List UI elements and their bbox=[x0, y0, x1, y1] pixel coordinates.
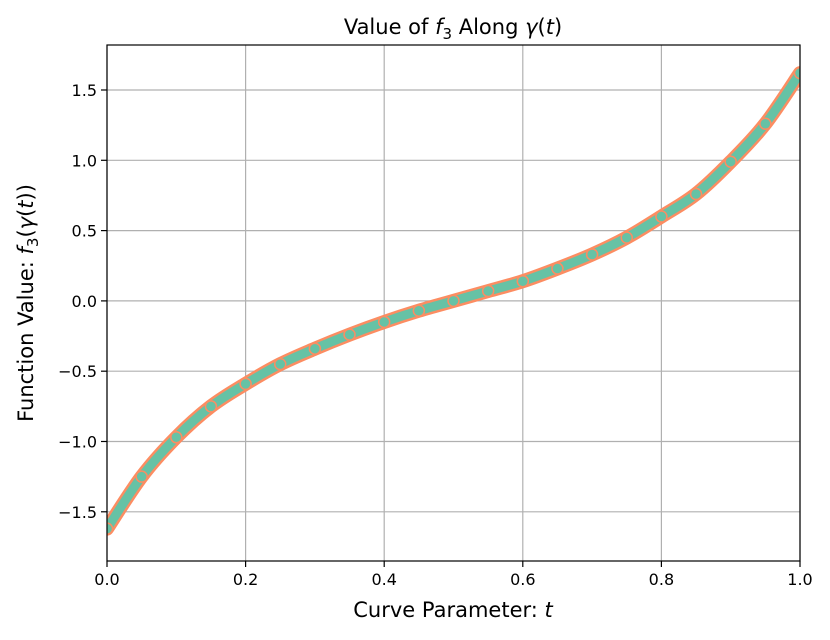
chart-title: Value of f3 Along γ(t) bbox=[344, 15, 562, 43]
y-tick-label: 0.5 bbox=[72, 222, 97, 241]
x-tick-label: 0.8 bbox=[649, 570, 674, 589]
x-tick-label: 0.0 bbox=[94, 570, 119, 589]
plot-frame bbox=[106, 44, 801, 562]
axis-ticks: 0.0 0.2 0.4 0.6 0.8 1.0 −1.5 −1.0 −0.5 0.0 0.5 1.0 1… bbox=[58, 81, 813, 589]
data-point bbox=[107, 522, 114, 535]
y-tick-label: 1.5 bbox=[72, 81, 97, 100]
data-point bbox=[239, 377, 252, 391]
y-tick-label: −1.5 bbox=[58, 503, 97, 522]
y-tick-label: 0.0 bbox=[72, 292, 97, 311]
x-tick-label: 0.4 bbox=[371, 570, 396, 589]
data-point bbox=[793, 66, 800, 80]
x-axis-label: Curve Parameter: t bbox=[353, 598, 553, 622]
data-point bbox=[274, 357, 287, 371]
data-point bbox=[412, 304, 426, 317]
data-point bbox=[551, 262, 564, 275]
data-point bbox=[135, 470, 148, 483]
data-point bbox=[655, 210, 668, 223]
data-point bbox=[343, 328, 356, 341]
data-point bbox=[308, 342, 322, 355]
y-tick-label: −1.0 bbox=[58, 432, 97, 451]
data-point bbox=[170, 431, 183, 444]
data-point bbox=[724, 155, 737, 168]
data-point bbox=[620, 231, 633, 244]
x-tick-label: 1.0 bbox=[787, 570, 812, 589]
data-point bbox=[689, 187, 703, 201]
data-point bbox=[204, 400, 218, 413]
data-point bbox=[481, 284, 495, 298]
data-point bbox=[447, 294, 460, 308]
data-point bbox=[585, 248, 599, 261]
data-point bbox=[759, 117, 772, 130]
y-tick-label: 1.0 bbox=[72, 151, 97, 170]
x-tick-label: 0.6 bbox=[510, 570, 535, 589]
data-series bbox=[107, 66, 800, 536]
y-axis-label: Function Value: f3(γ(t)) bbox=[14, 184, 42, 422]
x-tick-label: 0.2 bbox=[233, 570, 258, 589]
data-point bbox=[516, 274, 530, 288]
y-tick-label: −0.5 bbox=[58, 362, 97, 381]
data-point bbox=[377, 315, 391, 329]
